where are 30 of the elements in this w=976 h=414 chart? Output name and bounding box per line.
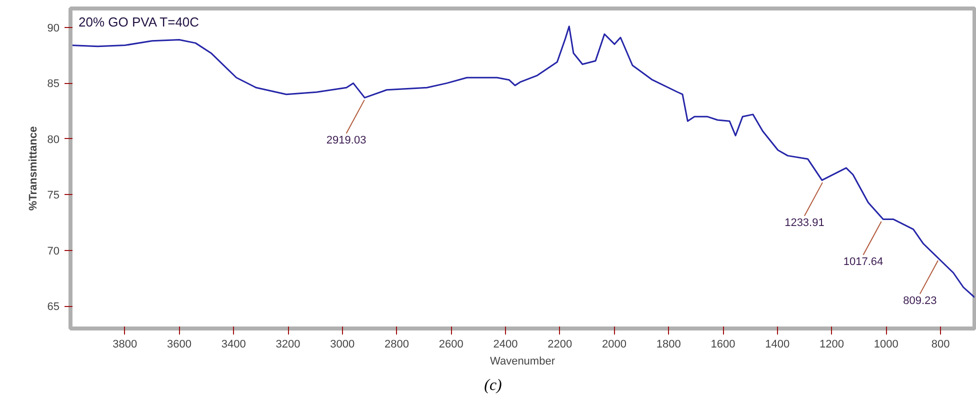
x-tick-label: 1000: [874, 338, 898, 350]
x-tick-label: 2600: [438, 338, 464, 350]
annotation: 2919.03: [326, 134, 366, 147]
annotation: 1233.91: [784, 217, 824, 230]
text: (c): [484, 376, 502, 396]
text: 20% GO PVA T=40C: [78, 14, 200, 30]
x-tick-label: 1600: [710, 338, 736, 350]
x-axis-title: Wavenumber: [490, 356, 556, 368]
y-tick-label: 70: [47, 245, 60, 258]
x-tick-label: 2200: [548, 338, 572, 350]
annotation: 809.23: [903, 295, 937, 308]
x-tick-label: 2000: [602, 338, 627, 350]
y-tick-label: 65: [47, 301, 60, 314]
x-tick-label: 3000: [330, 338, 355, 350]
y-tick-label: 85: [47, 78, 60, 90]
x-tick-label: 3400: [221, 338, 246, 350]
x-tick-label: 1400: [765, 338, 790, 350]
y-tick-label: 80: [47, 134, 60, 146]
y-tick-label: 90: [47, 22, 60, 34]
y-tick-label: 75: [47, 190, 60, 202]
y-axis-title: %Transmittance: [27, 126, 40, 211]
x-tick-label: 800: [931, 338, 950, 350]
x-tick-label: 1200: [820, 338, 844, 350]
x-tick-label: 3800: [112, 338, 138, 350]
x-tick-label: 1800: [656, 338, 681, 350]
x-tick-label: 2400: [493, 338, 518, 350]
x-tick-label: 3600: [167, 338, 192, 350]
x-tick-label: 3200: [276, 338, 300, 350]
x-tick-label: 2800: [384, 338, 410, 350]
annotation: 1017.64: [843, 256, 884, 268]
